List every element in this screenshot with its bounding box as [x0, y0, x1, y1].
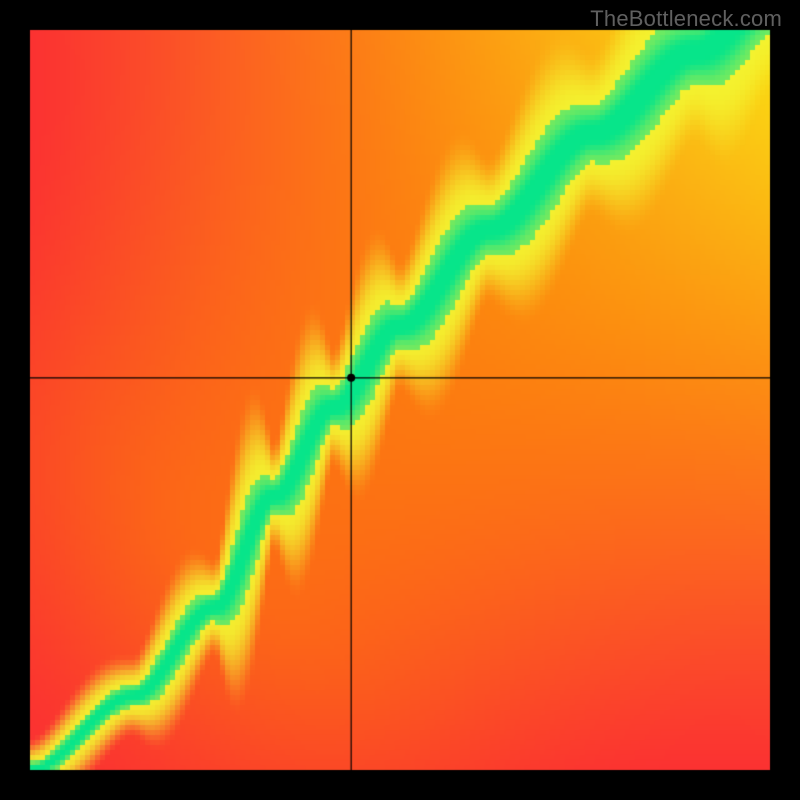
attribution-text: TheBottleneck.com — [590, 6, 782, 32]
bottleneck-heatmap — [0, 0, 800, 800]
figure-wrap: TheBottleneck.com — [0, 0, 800, 800]
